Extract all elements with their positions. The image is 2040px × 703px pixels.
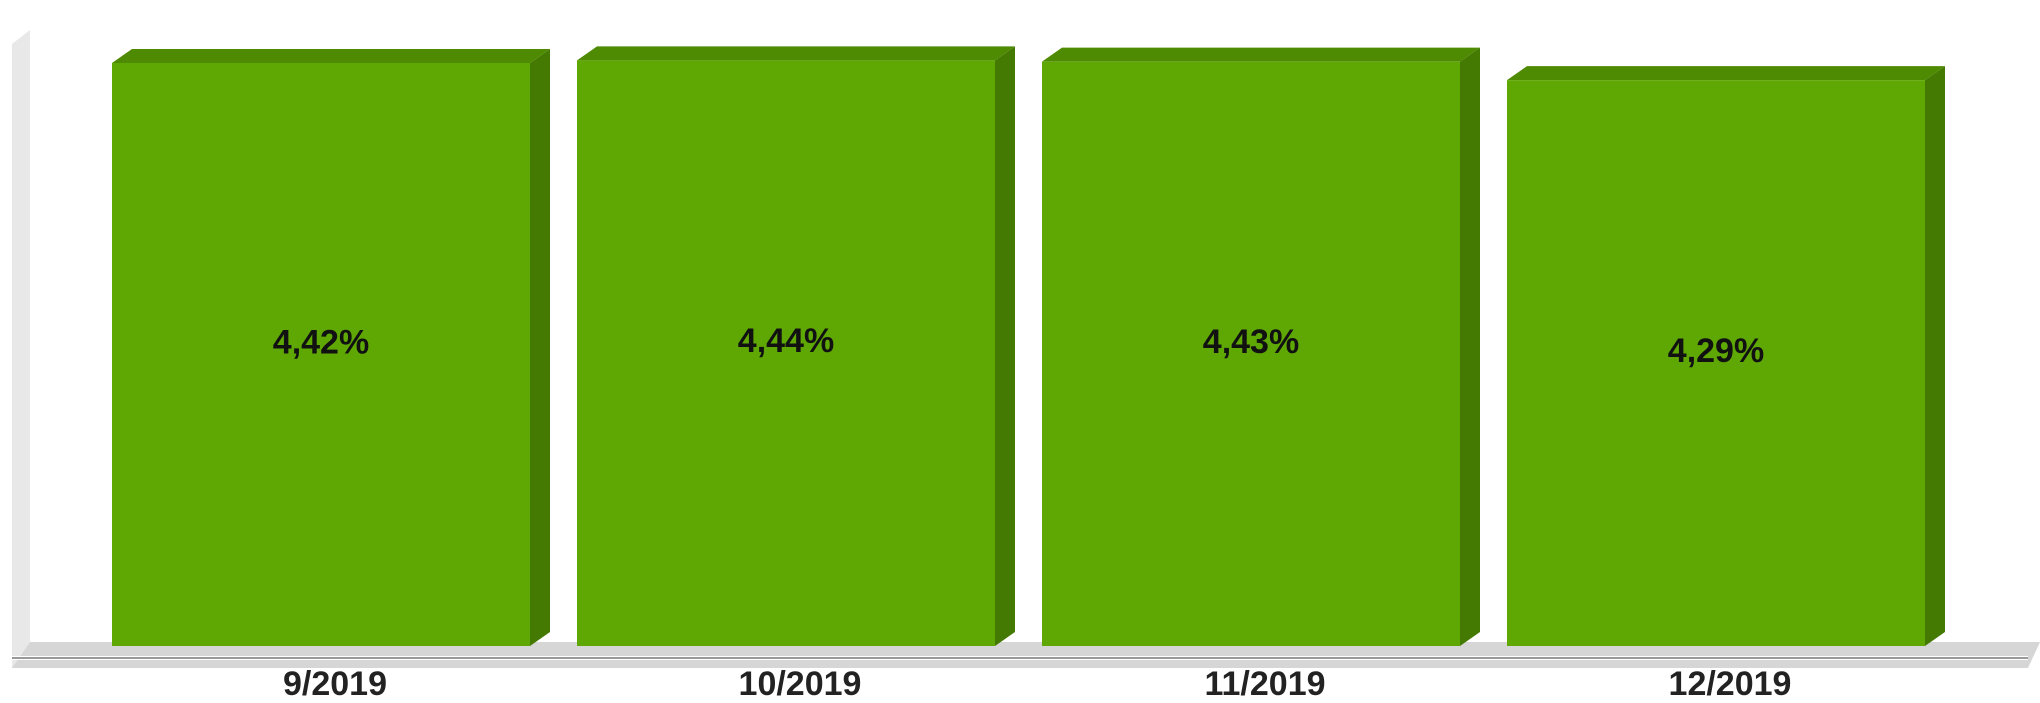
x-tick-label: 11/2019: [1204, 665, 1325, 703]
bar: [577, 46, 1015, 646]
chart-backdrop: [12, 30, 2040, 668]
bar-front: [577, 60, 995, 646]
bar-top: [1507, 66, 1945, 81]
bar-top: [577, 46, 1015, 61]
bar-side: [995, 46, 1015, 646]
bar-front: [1507, 80, 1925, 647]
bar: [1042, 47, 1480, 647]
bar-value-label: 4,44%: [738, 322, 834, 360]
bars: [112, 46, 1945, 647]
bar-front: [112, 63, 530, 646]
x-tick-label: 12/2019: [1669, 665, 1792, 703]
bar-front: [1042, 61, 1460, 647]
chart-wall: [12, 30, 30, 668]
x-axis: 9/2019 10/2019 11/2019 12/2019: [283, 665, 1791, 703]
bar-value-label: 4,43%: [1203, 323, 1299, 361]
bar: [112, 49, 550, 646]
bar-value-label: 4,29%: [1668, 332, 1764, 370]
x-tick-label: 10/2019: [739, 665, 862, 703]
chart-floor: [12, 642, 2040, 668]
x-tick-label: 9/2019: [283, 665, 387, 703]
bar-top: [112, 49, 550, 63]
bar-side: [1925, 66, 1945, 647]
value-labels: 4,42% 4,44% 4,43% 4,29%: [273, 322, 1764, 370]
bar-value-label: 4,42%: [273, 323, 369, 361]
bar: [1507, 66, 1945, 647]
bar-side: [1460, 47, 1480, 647]
bar-side: [530, 49, 550, 646]
bar-top: [1042, 47, 1480, 62]
